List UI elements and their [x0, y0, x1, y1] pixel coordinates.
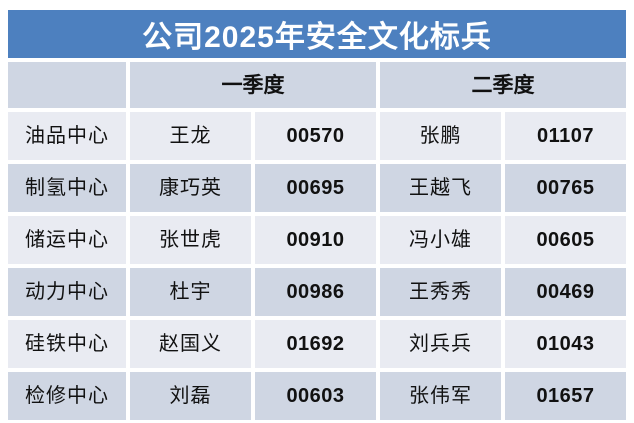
- corner-cell: [8, 62, 126, 108]
- q1-id-cell: 00986: [255, 268, 376, 316]
- q2-name-cell: 张伟军: [380, 372, 501, 420]
- q2-name-cell: 刘兵兵: [380, 320, 501, 368]
- q1-name-cell: 张世虎: [130, 216, 251, 264]
- q2-id-cell: 01107: [505, 112, 626, 160]
- center-cell: 制氢中心: [8, 164, 126, 212]
- q1-name-cell: 康巧英: [130, 164, 251, 212]
- center-cell: 检修中心: [8, 372, 126, 420]
- q1-id-cell: 00910: [255, 216, 376, 264]
- q2-name-cell: 张鹏: [380, 112, 501, 160]
- center-cell: 动力中心: [8, 268, 126, 316]
- q1-name-cell: 刘磊: [130, 372, 251, 420]
- center-cell: 储运中心: [8, 216, 126, 264]
- q2-id-cell: 00605: [505, 216, 626, 264]
- quarter-header-q2: 二季度: [380, 62, 626, 108]
- center-cell: 油品中心: [8, 112, 126, 160]
- q2-id-cell: 00765: [505, 164, 626, 212]
- award-grid: 一季度 二季度 油品中心 王龙 00570 张鹏 01107 制氢中心 康巧英 …: [8, 62, 626, 420]
- q1-id-cell: 00603: [255, 372, 376, 420]
- award-table: 公司2025年安全文化标兵 一季度 二季度 油品中心 王龙 00570 张鹏 0…: [8, 10, 626, 420]
- q2-name-cell: 王秀秀: [380, 268, 501, 316]
- title-banner: 公司2025年安全文化标兵: [8, 10, 626, 58]
- center-cell: 硅铁中心: [8, 320, 126, 368]
- q1-id-cell: 01692: [255, 320, 376, 368]
- q2-id-cell: 00469: [505, 268, 626, 316]
- page-title: 公司2025年安全文化标兵: [142, 21, 492, 54]
- q1-id-cell: 00570: [255, 112, 376, 160]
- q1-name-cell: 赵国义: [130, 320, 251, 368]
- q2-name-cell: 冯小雄: [380, 216, 501, 264]
- q2-id-cell: 01043: [505, 320, 626, 368]
- q1-id-cell: 00695: [255, 164, 376, 212]
- q1-name-cell: 王龙: [130, 112, 251, 160]
- quarter-header-q1: 一季度: [130, 62, 376, 108]
- q2-id-cell: 01657: [505, 372, 626, 420]
- q1-name-cell: 杜宇: [130, 268, 251, 316]
- q2-name-cell: 王越飞: [380, 164, 501, 212]
